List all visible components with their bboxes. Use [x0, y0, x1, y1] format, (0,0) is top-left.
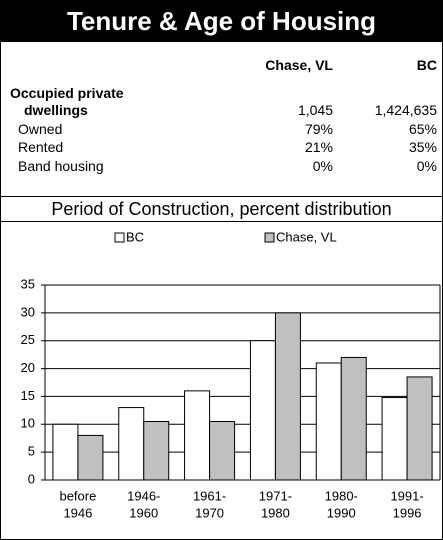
y-tick-label: 25 [21, 332, 35, 347]
x-tick-label: 1961- [193, 488, 226, 503]
legend-label: BC [126, 229, 144, 244]
bar [249, 340, 276, 481]
bar [274, 312, 301, 481]
bar [118, 407, 145, 481]
row-label: Occupied private [10, 85, 124, 101]
row-label: Owned [18, 120, 63, 137]
bar [406, 376, 433, 481]
cell-value: 79% [304, 120, 333, 137]
column-header: BC [416, 57, 437, 73]
bar [184, 390, 211, 481]
y-tick-label: 20 [21, 360, 35, 375]
row-label: Band housing [18, 157, 104, 174]
row-label: Rented [18, 139, 64, 155]
y-tick-label: 30 [21, 304, 35, 319]
title: Tenure & Age of Housing [0, 0, 443, 42]
y-tick-label: 35 [21, 276, 35, 291]
x-tick-label: 1996 [393, 505, 422, 520]
chart-title: Period of Construction, percent distribu… [0, 196, 443, 222]
cell-value: 65% [408, 120, 437, 137]
y-tick-label: 10 [21, 416, 35, 431]
column-header: Chase, VL [265, 57, 333, 73]
bar [77, 434, 104, 481]
cell-value: 1,045 [297, 102, 333, 118]
x-tick-label: 1991- [390, 488, 423, 503]
x-tick-label: before [59, 488, 96, 503]
cell-value: 1,424,635 [374, 102, 437, 118]
cell-value: 0% [312, 157, 333, 174]
bar [315, 362, 342, 481]
x-tick-label: 1946 [63, 505, 92, 520]
bar [340, 356, 367, 481]
x-tick-label: 1980 [261, 505, 290, 520]
bar [209, 421, 236, 481]
x-tick-label: 1990 [327, 505, 356, 520]
x-tick-label: 1960 [129, 505, 158, 520]
y-tick-label: 0 [28, 471, 35, 486]
x-tick-label: 1971- [259, 488, 292, 503]
cell-value: 21% [304, 139, 333, 155]
y-tick-label: 15 [21, 388, 35, 403]
cell-value: 35% [408, 139, 437, 155]
bar [52, 423, 79, 481]
bar [381, 397, 408, 481]
x-tick-label: 1946- [127, 488, 160, 503]
x-tick-label: 1980- [325, 488, 358, 503]
chart: 0 5 10 15 20 25 30 35 BC Chase, VL before 1946 1946-… [21, 229, 441, 520]
cell-value: 0% [416, 157, 437, 174]
row-label: dwellings [24, 102, 88, 118]
legend-label: Chase, VL [276, 229, 337, 244]
y-tick-label: 5 [28, 444, 35, 459]
bar [143, 421, 170, 481]
legend-swatch [114, 232, 125, 243]
legend-swatch [264, 232, 275, 243]
x-tick-label: 1970 [195, 505, 224, 520]
